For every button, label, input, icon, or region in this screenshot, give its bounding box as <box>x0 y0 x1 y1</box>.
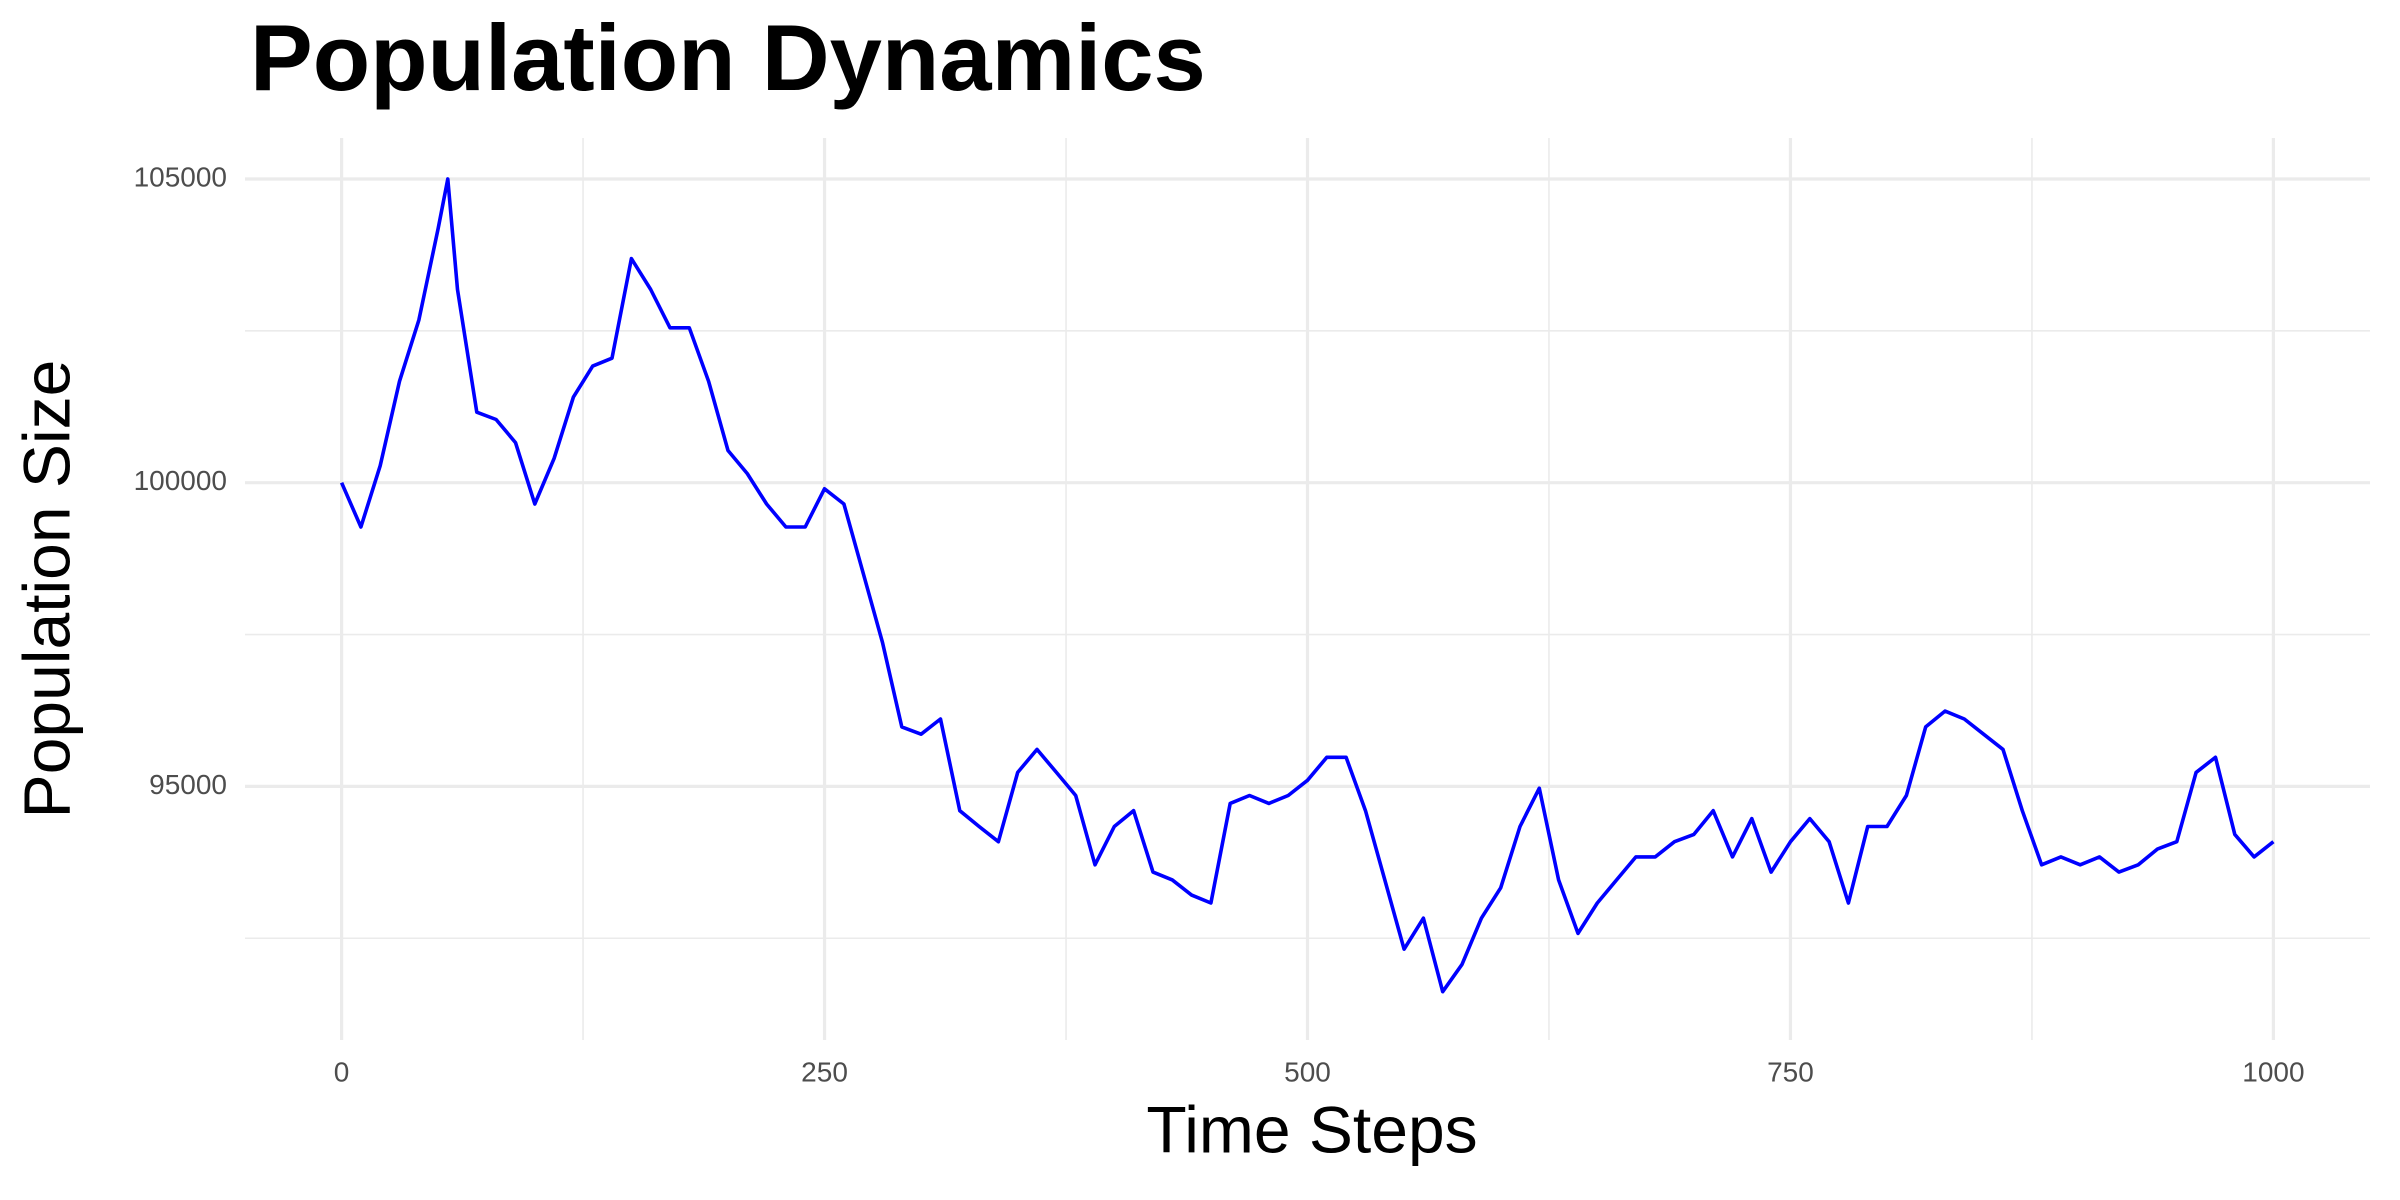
data-line <box>339 177 2275 994</box>
y-tick-label: 105000 <box>134 161 227 192</box>
x-tick-label: 0 <box>334 1056 350 1087</box>
x-tick-label: 1000 <box>2242 1056 2304 1087</box>
y-tick-label: 95000 <box>149 769 227 800</box>
y-tick-label: 100000 <box>134 465 227 496</box>
y-axis-title: Population Size <box>9 360 83 819</box>
x-tick-label: 750 <box>1767 1056 1814 1087</box>
x-axis-title: Time Steps <box>1146 1092 1477 1166</box>
x-tick-label: 500 <box>1284 1056 1331 1087</box>
chart-title: Population Dynamics <box>250 5 1206 110</box>
x-tick-label: 250 <box>801 1056 848 1087</box>
